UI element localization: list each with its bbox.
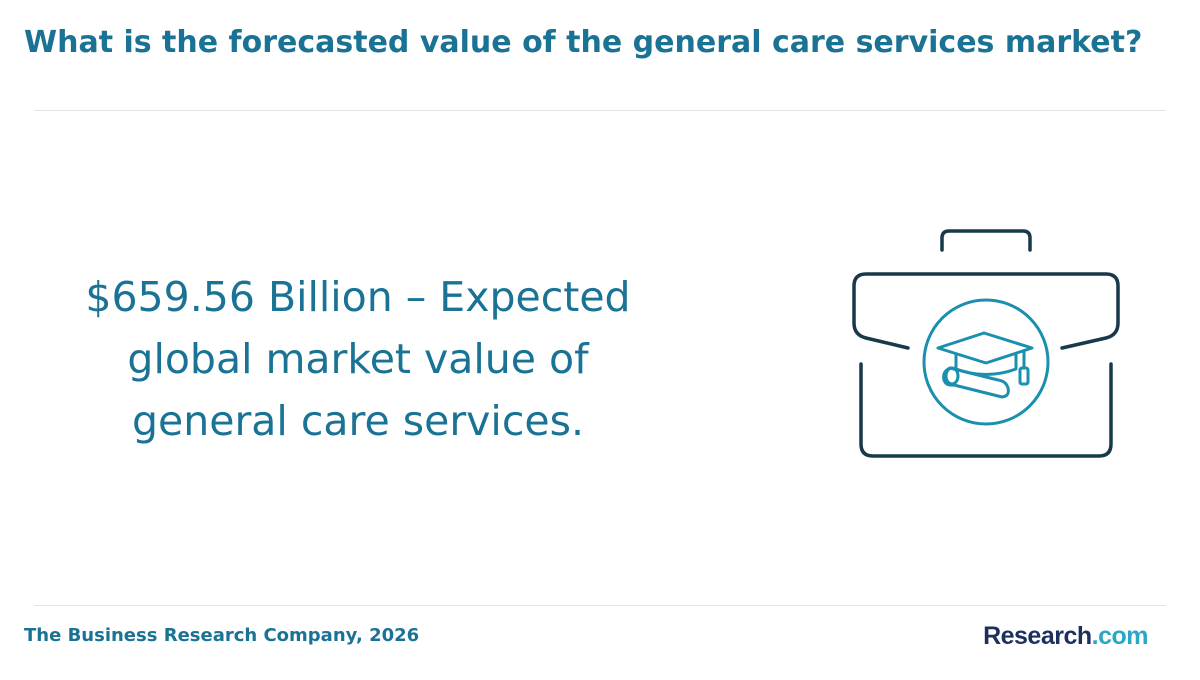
source-credit: The Business Research Company, 2026 bbox=[24, 625, 420, 646]
market-value-statement: $659.56 Billion – Expected global market… bbox=[85, 273, 631, 445]
logo-domain: .com bbox=[1091, 622, 1149, 650]
briefcase-graduation-icon bbox=[846, 226, 1126, 466]
logo-wordmark: Research bbox=[983, 622, 1092, 650]
page-title: What is the forecasted value of the gene… bbox=[24, 25, 1143, 60]
header-divider bbox=[34, 110, 1166, 111]
footer-divider bbox=[34, 605, 1166, 606]
research-com-logo: Research.com bbox=[983, 620, 1148, 652]
briefcase-icon bbox=[852, 229, 1120, 458]
graduation-badge-icon bbox=[922, 298, 1050, 426]
